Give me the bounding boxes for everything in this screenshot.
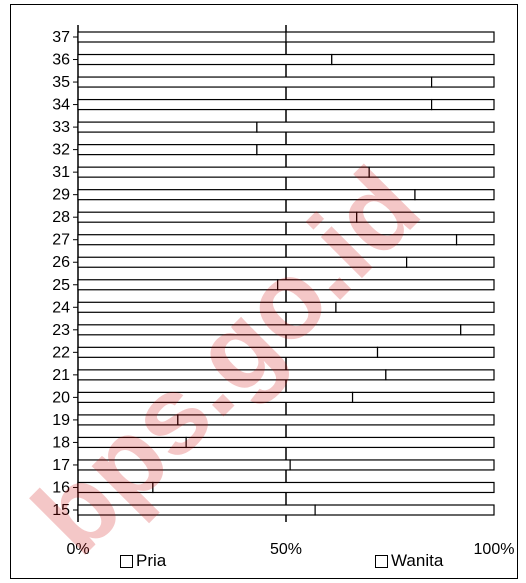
- y-tick-label-34: 34: [52, 97, 70, 114]
- y-tick-label-22: 22: [52, 344, 70, 361]
- bar-wanita-19: [177, 414, 495, 426]
- bar-wanita-29: [414, 189, 495, 201]
- bar-pria-21: [77, 369, 387, 381]
- y-tick-label-15: 15: [52, 502, 70, 519]
- bar-pria-26: [77, 256, 408, 268]
- bar-wanita-18: [185, 436, 495, 449]
- bar-pria-33: [77, 121, 258, 133]
- bar-pria-34: [77, 98, 433, 111]
- y-tick-label-36: 36: [52, 52, 70, 69]
- bar-wanita-31: [368, 166, 495, 178]
- y-tick-label-19: 19: [52, 412, 70, 429]
- bar-wanita-35: [431, 76, 495, 88]
- y-tick-label-29: 29: [52, 187, 70, 204]
- bar-pria-18: [77, 436, 187, 449]
- y-tick-label-16: 16: [52, 479, 70, 496]
- bar-wanita-36: [331, 53, 495, 66]
- y-tick-label-31: 31: [52, 164, 70, 181]
- x-tick-0: 0%: [66, 541, 89, 558]
- bar-wanita-23: [460, 324, 495, 336]
- y-tick-label-23: 23: [52, 322, 70, 339]
- bar-pria-32: [77, 144, 258, 156]
- bar-pria-28: [77, 211, 358, 223]
- y-tick-label-17: 17: [52, 457, 70, 474]
- y-tick-label-28: 28: [52, 209, 70, 226]
- bar-pria-29: [77, 189, 416, 201]
- y-tick-labels: 37 36 35 34 33 32 31 29 28 27 26 25 24 23 22 21 20 19 18 17…: [52, 29, 78, 519]
- legend-wanita: Wanita: [375, 551, 443, 571]
- bar-wanita-26: [406, 256, 495, 268]
- bar-wanita-27: [455, 234, 495, 246]
- bar-pria-27: [77, 234, 458, 246]
- y-tick-label-18: 18: [52, 434, 70, 451]
- bar-pria-36: [77, 53, 333, 66]
- bar-wanita-15: [314, 504, 495, 516]
- y-tick-label-32: 32: [52, 142, 70, 159]
- bar-pria-35: [77, 76, 433, 88]
- bar-wanita-37: [285, 31, 495, 43]
- bar-pria-25: [77, 279, 279, 291]
- bar-pria-19: [77, 414, 179, 426]
- chart-frame: [10, 4, 518, 579]
- y-tick-label-24: 24: [52, 299, 70, 316]
- bar-pria-23: [77, 324, 462, 336]
- bar-wanita-20: [351, 391, 495, 403]
- bar-pria-22: [77, 346, 379, 358]
- bar-pria-31: [77, 166, 370, 178]
- bar-pria-17: [77, 459, 291, 471]
- x-tick-labels: 0% 50% 100%: [66, 541, 514, 558]
- legend-pria: Pria: [120, 551, 166, 571]
- bar-wanita-21: [385, 369, 495, 381]
- y-tick-label-37: 37: [52, 29, 70, 46]
- legend-wanita-label: Wanita: [391, 551, 444, 570]
- bar-wanita-25: [277, 279, 495, 291]
- bar-wanita-34: [431, 98, 495, 111]
- legend-pria-label: Pria: [136, 551, 167, 570]
- y-tick-label-33: 33: [52, 119, 70, 136]
- legend-wanita-swatch: [375, 554, 388, 568]
- bar-pria-15: [77, 504, 316, 516]
- x-tick-50: 50%: [270, 541, 302, 558]
- bar-wanita-33: [256, 121, 495, 133]
- y-tick-label-20: 20: [52, 389, 70, 406]
- bar-pria-20: [77, 391, 354, 403]
- y-tick-label-35: 35: [52, 74, 70, 91]
- x-tick-100: 100%: [474, 541, 515, 558]
- bar-pria-16: [77, 481, 154, 494]
- bars-group: [77, 25, 495, 522]
- bar-pria-24: [77, 301, 337, 313]
- bar-wanita-22: [376, 346, 495, 358]
- y-tick-label-25: 25: [52, 277, 70, 294]
- y-tick-label-26: 26: [52, 254, 70, 271]
- y-tick-label-27: 27: [52, 232, 70, 249]
- bar-wanita-32: [256, 144, 495, 156]
- legend-pria-swatch: [120, 554, 133, 568]
- bar-pria-37: [77, 31, 287, 43]
- bar-wanita-17: [289, 459, 495, 471]
- bar-wanita-28: [356, 211, 495, 223]
- y-tick-label-21: 21: [52, 367, 70, 384]
- bar-wanita-16: [152, 481, 495, 494]
- bar-wanita-24: [335, 301, 495, 313]
